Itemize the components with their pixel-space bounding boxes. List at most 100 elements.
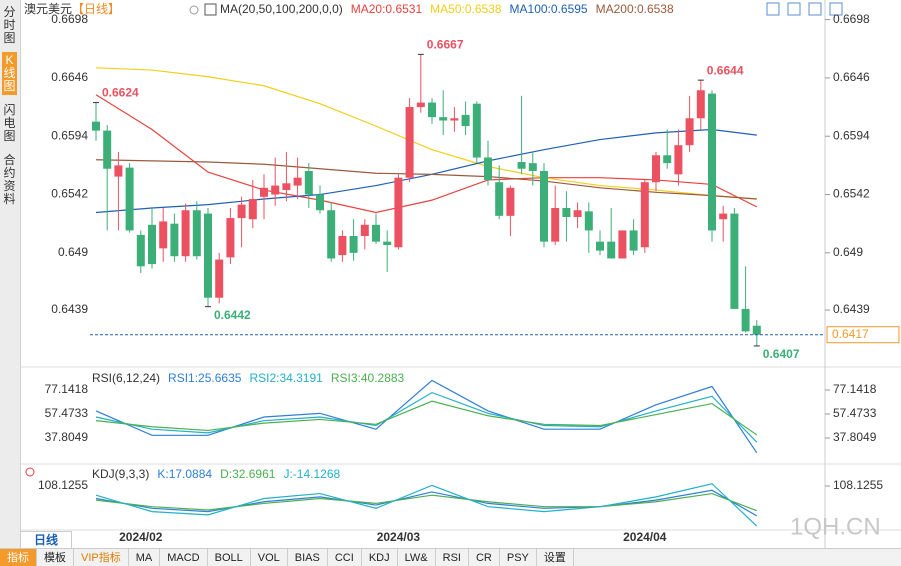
legend-title: KDJ(9,3,3): [92, 467, 149, 481]
candle-body: [338, 236, 347, 256]
y-tick-label: 108.1255: [38, 478, 88, 492]
chart: 澳元美元 【日线】 1QH.CN 0.6698 0.6698 0.6646 0.664…: [20, 0, 901, 548]
toolbar-button[interactable]: MACD: [160, 549, 208, 566]
toolbar-button[interactable]: PSY: [500, 549, 537, 566]
candle-body: [383, 241, 392, 245]
panel-icon[interactable]: [25, 467, 35, 477]
candle-body: [125, 167, 134, 231]
candle-body: [730, 213, 739, 309]
candle-body: [159, 221, 168, 249]
period-tab[interactable]: 日线: [20, 531, 72, 549]
legend-title: MA(20,50,100,200,0,0): [220, 2, 343, 16]
sidebar-tab[interactable]: 合约资料: [3, 153, 16, 206]
candle-body: [114, 165, 123, 177]
toolbar-button[interactable]: LW&: [398, 549, 436, 566]
toolbar-button[interactable]: RSI: [436, 549, 469, 566]
legend-entry: MA100:0.6595: [510, 2, 588, 16]
y-tick-label: 37.8049: [45, 430, 89, 444]
legend-entry: MA50:0.6538: [430, 2, 502, 16]
y-tick-label: 0.6594: [833, 128, 870, 142]
extreme-label: 0.6667: [427, 38, 464, 52]
candle-body: [316, 194, 324, 211]
candle-body: [495, 182, 504, 216]
sidebar-tab[interactable]: 闪电图: [3, 103, 16, 143]
toolbar: 指标 模板 VIP指标 MA MACD BOLL VOL BIAS CCI KDJ LW& RSI CR…: [0, 548, 901, 566]
settings-icon[interactable]: [189, 5, 199, 15]
indicator-line: [95, 159, 757, 200]
legend-entry: RSI1:25.6635: [168, 371, 242, 385]
candle-body: [428, 102, 436, 118]
extreme-label: 0.6624: [102, 86, 139, 100]
sidebar-tab[interactable]: 分时图: [3, 5, 16, 45]
layout-icon[interactable]: [787, 2, 801, 16]
y-tick-label: 0.6698: [51, 12, 88, 26]
legend-entry: RSI2:34.3191: [249, 371, 323, 385]
toolbar-button[interactable]: 模板: [37, 549, 74, 566]
legend-entry: J:-14.1268: [283, 467, 340, 481]
candle-body: [204, 213, 212, 298]
candle-body: [506, 187, 515, 216]
candle-body: [472, 103, 481, 158]
toolbar-button[interactable]: KDJ: [362, 549, 398, 566]
layout-icon[interactable]: [808, 2, 822, 16]
toolbar-button[interactable]: 指标: [0, 549, 37, 566]
sidebar: 分时图 K线图闪电图合约资料: [0, 0, 21, 548]
candle-body: [752, 325, 761, 335]
candle-body: [181, 210, 190, 257]
candle-body: [484, 157, 492, 180]
candle-body: [674, 145, 683, 175]
toolbar-button[interactable]: BIAS: [288, 549, 328, 566]
candle-body: [304, 170, 313, 195]
candle-body: [461, 114, 470, 127]
toolbar-button[interactable]: BOLL: [208, 549, 251, 566]
candle-body: [741, 308, 750, 332]
y-tick-label: 0.6542: [51, 187, 88, 201]
extreme-label: 0.6407: [763, 347, 800, 361]
candle-body: [237, 204, 246, 219]
candle-body: [573, 210, 582, 217]
layout-icon[interactable]: [829, 2, 843, 16]
y-tick-label: 57.4733: [45, 406, 89, 420]
extreme-label: 0.6442: [214, 308, 251, 322]
candle-body: [103, 130, 112, 169]
indicator-icon[interactable]: [204, 3, 217, 16]
indicator-line: [95, 379, 758, 454]
toolbar-button[interactable]: MA: [129, 549, 161, 566]
legend-entry: MA200:0.6538: [596, 2, 674, 16]
legend-entry: D:32.6961: [220, 467, 276, 481]
period: 【日线】: [72, 2, 120, 16]
candle-body: [551, 207, 560, 242]
candle-body: [696, 90, 705, 119]
toolbar-button[interactable]: 设置: [537, 549, 574, 566]
toolbar-button[interactable]: VIP指标: [74, 549, 129, 566]
y-tick-label: 0.649: [58, 245, 88, 259]
y-tick-label: 0.6698: [833, 12, 870, 26]
y-tick-label: 0.6542: [833, 187, 870, 201]
candle-body: [372, 224, 380, 242]
legend-entry: MA20:0.6531: [351, 2, 423, 16]
y-tick-label: 0.6439: [833, 302, 870, 316]
candle-body: [248, 199, 257, 220]
indicator-line: [95, 489, 758, 517]
candle-body: [192, 210, 201, 257]
candle-body: [439, 117, 448, 121]
candle-body: [685, 118, 694, 146]
candle-body: [652, 155, 660, 183]
candle-body: [92, 121, 100, 131]
candle-body: [215, 259, 224, 298]
extreme-label: 0.6644: [707, 63, 744, 77]
toolbar-button[interactable]: CCI: [328, 549, 362, 566]
y-tick-label: 0.6594: [51, 128, 88, 142]
candle-body: [416, 102, 425, 108]
symbol: 澳元美元: [24, 2, 72, 16]
candle-body: [584, 211, 593, 231]
toolbar-button[interactable]: CR: [469, 549, 500, 566]
y-tick-label: 77.1418: [45, 382, 89, 396]
toolbar-button[interactable]: VOL: [251, 549, 288, 566]
candle-body: [260, 187, 268, 197]
candle-body: [360, 224, 369, 237]
candle-body: [293, 177, 302, 186]
candle-body: [607, 241, 616, 259]
sidebar-tab[interactable]: K线图: [2, 52, 17, 95]
layout-icon[interactable]: [766, 2, 780, 16]
